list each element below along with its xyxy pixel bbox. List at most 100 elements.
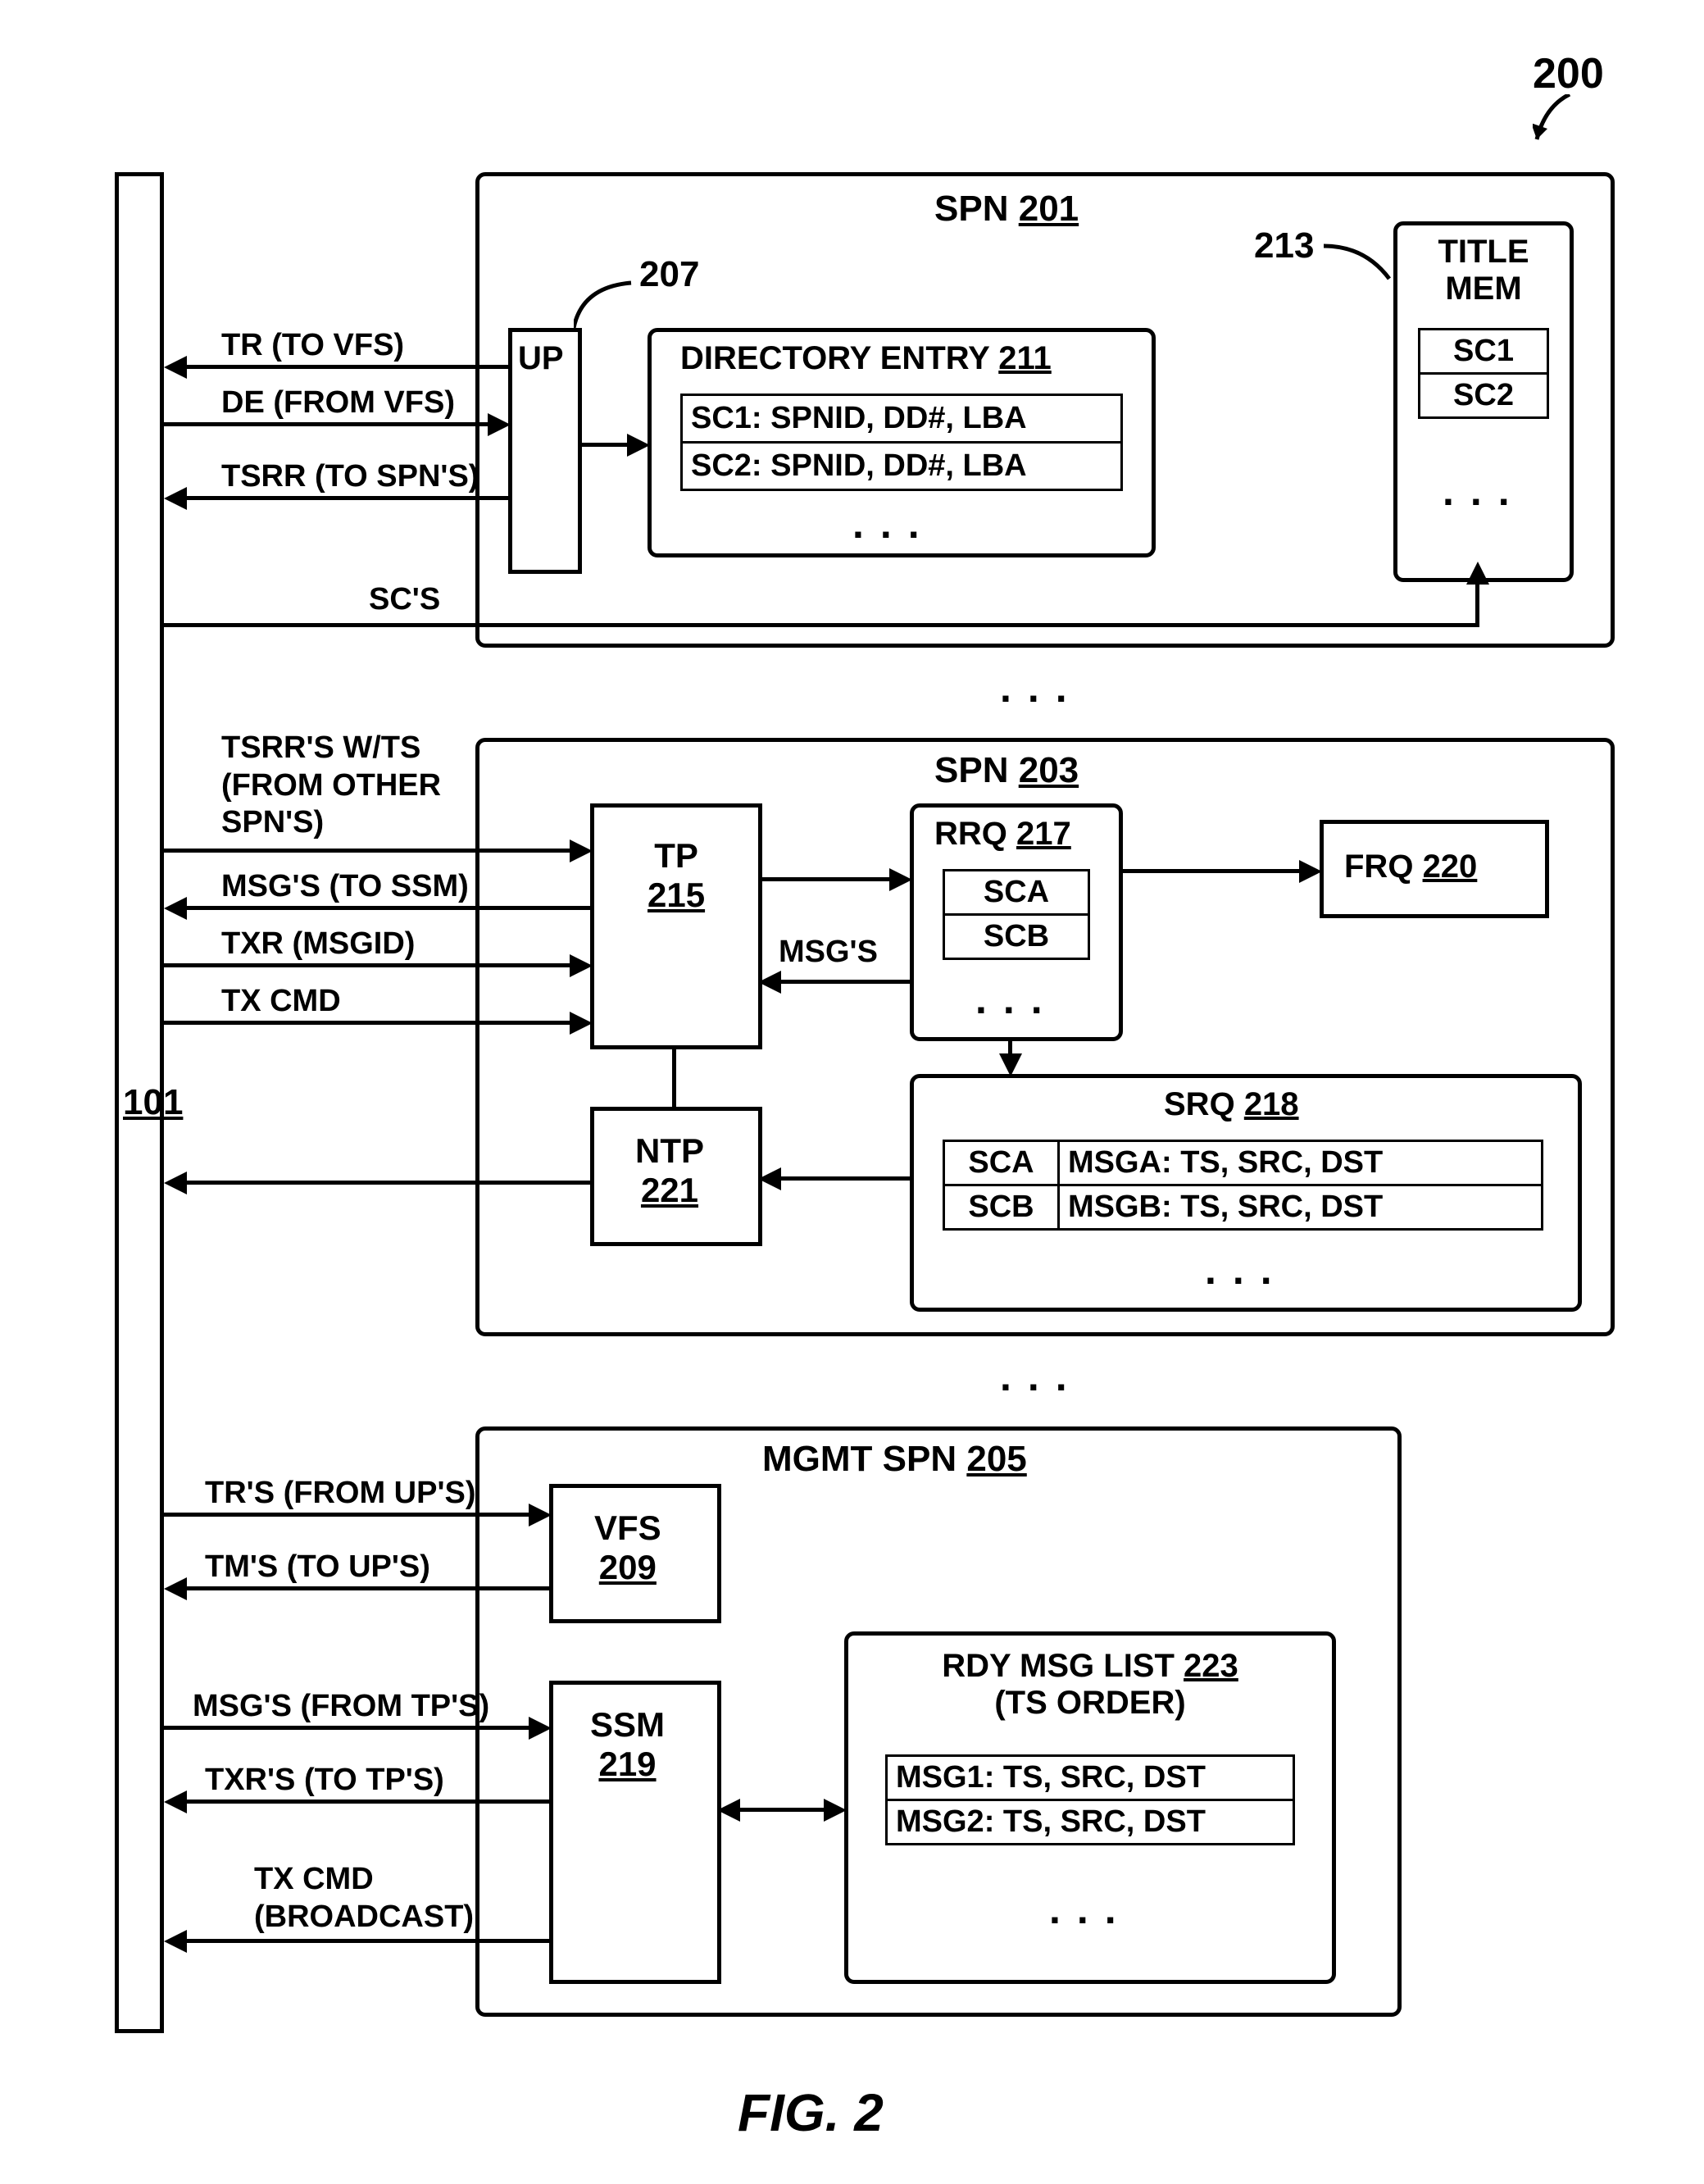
txr-label: TXR (MSGID) [221, 926, 415, 962]
spn-203-title-num: 203 [1019, 750, 1079, 790]
scs-line-v [1475, 582, 1479, 627]
tsrr-arrowhead [164, 487, 187, 510]
dir-row-2: SC2: SPNID, DD#, LBA [680, 444, 1123, 491]
msgs-ssm-arrowhead [164, 897, 187, 920]
figure-ref-number: 200 [1533, 49, 1604, 98]
tsrrs-l2: (FROM OTHER [221, 768, 441, 803]
vfs-label: VFS 209 [594, 1508, 661, 1587]
ssm-label: SSM 219 [590, 1705, 665, 1784]
ntp-label-text: NTP [635, 1131, 704, 1170]
rrq-dots: ... [975, 976, 1059, 1023]
msgs-ssm-label: MSG'S (TO SSM) [221, 869, 469, 904]
tr-label: TR (TO VFS) [221, 328, 404, 363]
rrq-label-text: RRQ [934, 816, 1007, 852]
srq-r1c2: MSGA: TS, SRC, DST [1059, 1141, 1543, 1185]
vfs-label-text: VFS [594, 1508, 661, 1547]
spn-205-title-num: 205 [966, 1439, 1026, 1479]
txcmd-arrowhead [570, 1012, 593, 1035]
txrs-label: TXR'S (TO TP'S) [205, 1763, 444, 1798]
txcmd-bcast-label: TX CMD (BROADCAST) [254, 1861, 474, 1936]
txcmd-bcast-line [180, 1939, 549, 1943]
rrq-frq-line [1123, 869, 1303, 873]
rrq-frq-arrowhead [1299, 860, 1322, 883]
spn-201-title-text: SPN [934, 189, 1008, 229]
tms-line [180, 1586, 549, 1590]
msgs-tps-line [164, 1726, 533, 1730]
callout-curve-207 [574, 279, 639, 328]
srq-ntp-arrowhead [758, 1167, 781, 1190]
rdy-title: RDY MSG LIST 223 (TS ORDER) [902, 1648, 1279, 1722]
callout-curve-213 [1324, 242, 1393, 283]
tms-arrowhead [164, 1577, 187, 1600]
tp-ntp-line [672, 1049, 676, 1107]
msgs-line-h [779, 980, 910, 984]
ntp-label: NTP 221 [635, 1131, 704, 1210]
rdy-num: 223 [1184, 1648, 1238, 1684]
txr-line [164, 963, 574, 967]
tp-label: TP 215 [648, 836, 705, 915]
rrq-srq-arrowhead [999, 1053, 1022, 1076]
tr-line [180, 365, 508, 369]
msgs-label: MSG'S [779, 935, 878, 970]
tr-arrowhead [164, 356, 187, 379]
scs-arrowhead [1466, 562, 1489, 585]
tp-rrq-line [762, 877, 893, 881]
frq-label-text: FRQ [1344, 849, 1413, 885]
figure-caption: FIG. 2 [738, 2082, 884, 2143]
rrq-row1: SCA [943, 869, 1090, 916]
ntp-bus-arrowhead [164, 1172, 187, 1194]
title-mem-label: TITLE MEM [1426, 234, 1541, 307]
dir-entry-num: 211 [998, 340, 1052, 376]
spn-203-title: SPN 203 [934, 750, 1079, 791]
rdy-dots: ... [1049, 1886, 1133, 1933]
msgs-tps-label: MSG'S (FROM TP'S) [193, 1689, 489, 1724]
msgs-arrowhead [758, 971, 781, 994]
rrq-num: 217 [1016, 816, 1071, 852]
srq-title: SRQ 218 [1164, 1086, 1299, 1123]
txrs-arrowhead [164, 1790, 187, 1813]
vfs-num: 209 [599, 1548, 657, 1586]
scs-line [164, 623, 1475, 627]
rdy-title-text: RDY MSG LIST [942, 1648, 1175, 1684]
srq-num: 218 [1244, 1086, 1299, 1122]
title-mem-l2: MEM [1445, 271, 1521, 307]
spn-205-title: MGMT SPN 205 [762, 1439, 1027, 1480]
tp-rrq-arrowhead [889, 868, 912, 891]
trs-label: TR'S (FROM UP'S) [205, 1476, 476, 1511]
up-label: UP [518, 340, 564, 377]
frq-num: 220 [1423, 849, 1478, 885]
spn-201-title-num: 201 [1019, 189, 1079, 229]
dir-entry-dots: ... [852, 500, 936, 548]
tms-label: TM'S (TO UP'S) [205, 1549, 430, 1585]
txcmd-bcast-l1: TX CMD [254, 1862, 374, 1896]
spn-203-title-text: SPN [934, 750, 1008, 790]
msgs-tps-arrowhead [529, 1717, 552, 1740]
rrq-rows: SCA SCB [943, 869, 1090, 960]
tp-label-text: TP [654, 836, 698, 875]
rdy-subtitle: (TS ORDER) [994, 1685, 1185, 1721]
scs-label: SC'S [369, 582, 440, 617]
title-mem-rows: SC1 SC2 [1418, 328, 1549, 419]
rrq-row2: SCB [943, 916, 1090, 960]
spn-201-title: SPN 201 [934, 189, 1079, 230]
msgs-ssm-line [180, 906, 590, 910]
tsrr-line [180, 496, 508, 500]
ssm-rdy-arrowhead-l [717, 1799, 740, 1822]
callout-207: 207 [639, 254, 699, 295]
title-mem-dots: ... [1443, 467, 1526, 515]
de-label: DE (FROM VFS) [221, 385, 455, 421]
rdy-row1: MSG1: TS, SRC, DST [885, 1754, 1295, 1801]
ssm-rdy-arrowhead-r [824, 1799, 847, 1822]
frq-title: FRQ 220 [1344, 849, 1477, 885]
callout-arrow-200 [1533, 94, 1590, 152]
de-line [164, 422, 492, 426]
dir-entry-rows: SC1: SPNID, DD#, LBA SC2: SPNID, DD#, LB… [680, 394, 1123, 491]
dir-entry-title-text: DIRECTORY ENTRY [680, 340, 989, 376]
srq-label-text: SRQ [1164, 1086, 1235, 1122]
rrq-title: RRQ 217 [934, 816, 1071, 853]
spn-203-205-dots: ... [1000, 1353, 1084, 1400]
srq-ntp-line [779, 1176, 910, 1181]
trs-line [164, 1513, 533, 1517]
title-mem-row1: SC1 [1418, 328, 1549, 375]
txr-arrowhead [570, 954, 593, 977]
